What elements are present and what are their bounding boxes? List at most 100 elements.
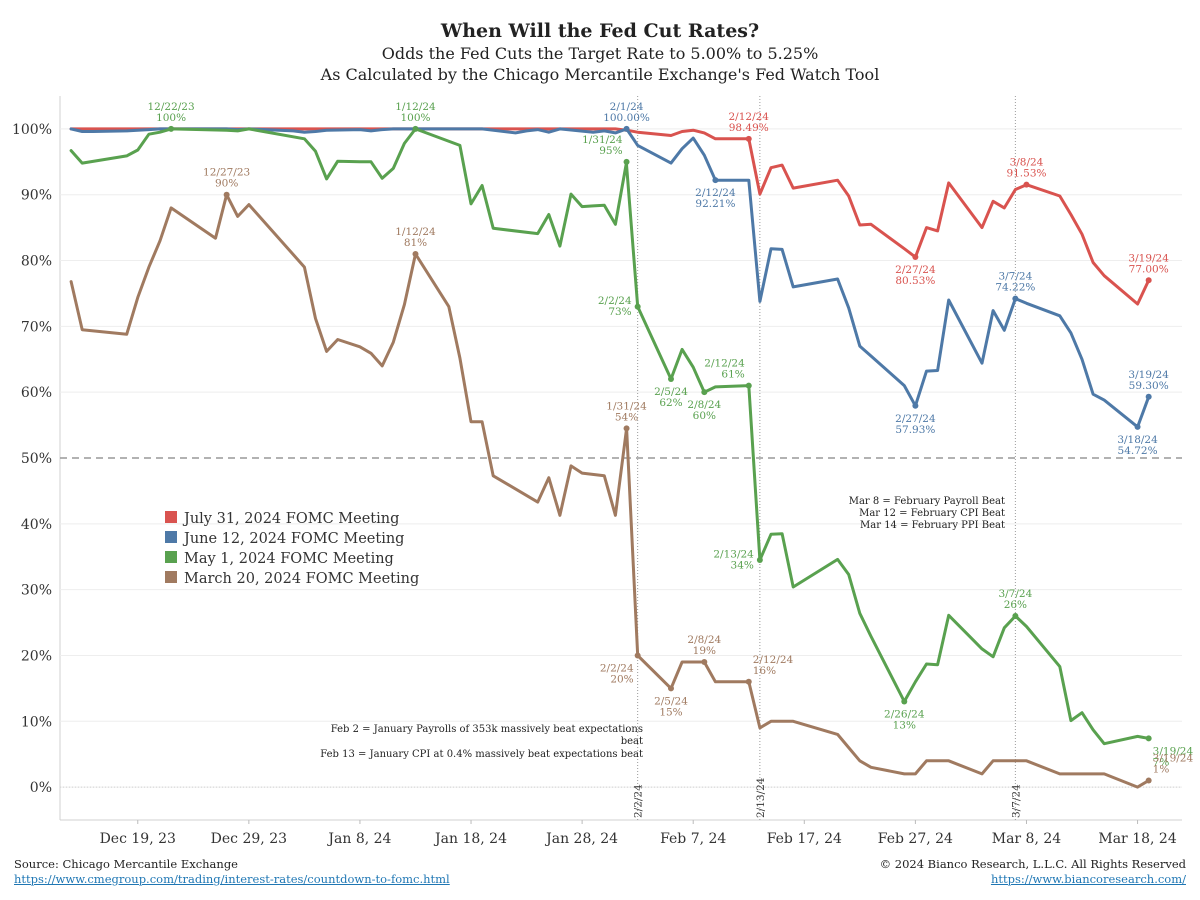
point-marker <box>701 389 708 396</box>
point-label: 2/12/24 <box>753 654 794 666</box>
legend-label-march: March 20, 2024 FOMC Meeting <box>184 571 419 587</box>
point-label: 74.22% <box>995 282 1035 294</box>
x-tick-label: Feb 27, 24 <box>878 831 953 847</box>
point-label: 3/7/24 <box>998 271 1032 283</box>
y-tick-label: 0% <box>30 780 52 796</box>
point-label: 98.49% <box>729 122 769 134</box>
point-label: 20% <box>610 673 633 685</box>
point-label: 12/22/23 <box>148 101 195 113</box>
x-tick-label: Mar 8, 24 <box>992 831 1062 847</box>
point-marker <box>701 659 708 666</box>
point-label: 12/27/23 <box>203 167 250 179</box>
point-label: 54% <box>615 411 638 423</box>
series-line-3 <box>69 193 1151 789</box>
point-label: 2/27/24 <box>895 264 936 276</box>
point-labels: 2/12/2498.49%2/27/2480.53%3/8/2491.53%3/… <box>148 101 1194 776</box>
legend-swatch-march <box>165 571 177 583</box>
point-label: 62% <box>659 397 682 409</box>
point-label: 90% <box>215 178 238 190</box>
event-line-date: 2/2/24 <box>633 784 645 818</box>
legend-swatch-june <box>165 531 177 543</box>
x-tick-label: Feb 7, 24 <box>660 831 726 847</box>
point-marker <box>901 698 908 705</box>
point-label: 1/12/24 <box>395 101 436 113</box>
point-label: 15% <box>659 706 682 718</box>
point-marker <box>623 425 630 432</box>
point-marker <box>623 125 630 132</box>
legend: July 31, 2024 FOMC Meeting June 12, 2024… <box>165 511 419 587</box>
point-marker <box>1145 393 1152 400</box>
y-tick-label: 40% <box>21 517 52 533</box>
point-label: 1/31/24 <box>582 134 623 146</box>
point-marker <box>634 303 641 310</box>
point-marker <box>1145 277 1152 284</box>
note-mar-14: Mar 14 = February PPI Beat <box>860 520 1005 531</box>
y-tick-label: 90% <box>21 188 52 204</box>
y-tick-label: 10% <box>21 714 52 730</box>
chart-subtitle-line-2: As Calculated by the Chicago Mercantile … <box>320 65 880 84</box>
point-label: 2/8/24 <box>687 399 721 411</box>
point-label: 1/12/24 <box>395 226 436 238</box>
point-label: 7% <box>1153 756 1170 768</box>
point-label: 2/8/24 <box>687 634 721 646</box>
point-marker <box>912 254 919 261</box>
x-tick-label: Feb 17, 24 <box>767 831 842 847</box>
point-marker <box>412 125 419 132</box>
point-marker <box>623 158 630 165</box>
point-label: 2/13/24 <box>713 549 754 561</box>
point-label: 3/19/24 <box>1153 745 1194 757</box>
point-label: 13% <box>893 720 916 732</box>
point-marker <box>1012 612 1019 619</box>
point-label: 95% <box>599 145 622 157</box>
point-label: 3/19/24 <box>1153 753 1194 765</box>
left-annotation: Feb 2 = January Payrolls of 353k massive… <box>320 724 643 760</box>
point-label: 73% <box>608 306 631 318</box>
point-label: 3/19/24 <box>1128 369 1169 381</box>
point-marker <box>756 557 763 564</box>
copyright-text: © 2024 Bianco Research, L.L.C. All Right… <box>879 857 1186 871</box>
point-marker <box>634 652 641 659</box>
point-label: 77.00% <box>1129 263 1169 275</box>
point-marker <box>912 402 919 409</box>
note-feb-2-beat: beat <box>621 736 643 747</box>
x-tick-label: Mar 18, 24 <box>1098 831 1176 847</box>
point-label: 2/5/24 <box>654 386 688 398</box>
y-axis: 0% 10% 20% 30% 40% 50% 60% 70% 80% 90% 100% <box>12 122 1182 796</box>
point-marker <box>745 678 752 685</box>
point-marker <box>412 250 419 257</box>
website-link[interactable]: https://www.biancoresearch.com/ <box>990 872 1186 886</box>
point-marker <box>745 382 752 389</box>
point-marker <box>1023 181 1030 188</box>
point-label: 1/31/24 <box>606 400 647 412</box>
point-label: 3/18/24 <box>1117 434 1158 446</box>
point-label: 2/2/24 <box>600 662 634 674</box>
legend-swatch-may <box>165 551 177 563</box>
point-marker <box>712 177 719 184</box>
point-label: 2/12/24 <box>695 187 736 199</box>
note-mar-8: Mar 8 = February Payroll Beat <box>849 496 1005 507</box>
x-tick-label: Dec 19, 23 <box>100 831 176 847</box>
point-marker <box>667 376 674 383</box>
legend-label-june: June 12, 2024 FOMC Meeting <box>182 531 404 547</box>
legend-label-may: May 1, 2024 FOMC Meeting <box>184 551 394 567</box>
point-label: 60% <box>693 410 716 422</box>
point-label: 3/19/24 <box>1128 252 1169 264</box>
point-label: 100% <box>400 112 430 124</box>
point-label: 2/5/24 <box>654 695 688 707</box>
legend-label-july: July 31, 2024 FOMC Meeting <box>182 511 399 527</box>
point-marker <box>1134 423 1141 430</box>
point-marker <box>1145 735 1152 742</box>
point-label: 2/1/24 <box>610 101 644 113</box>
point-label: 3/8/24 <box>1010 157 1044 169</box>
y-tick-label: 80% <box>21 254 52 270</box>
point-label: 26% <box>1004 599 1027 611</box>
point-label: 81% <box>404 237 427 249</box>
note-mar-12: Mar 12 = February CPI Beat <box>859 508 1005 519</box>
point-label: 2/12/24 <box>729 111 770 123</box>
point-label: 2/12/24 <box>704 358 745 370</box>
point-label: 92.21% <box>695 198 735 210</box>
point-marker <box>168 125 175 132</box>
point-label: 100.00% <box>603 112 650 124</box>
source-link[interactable]: https://www.cmegroup.com/trading/interes… <box>14 872 450 886</box>
